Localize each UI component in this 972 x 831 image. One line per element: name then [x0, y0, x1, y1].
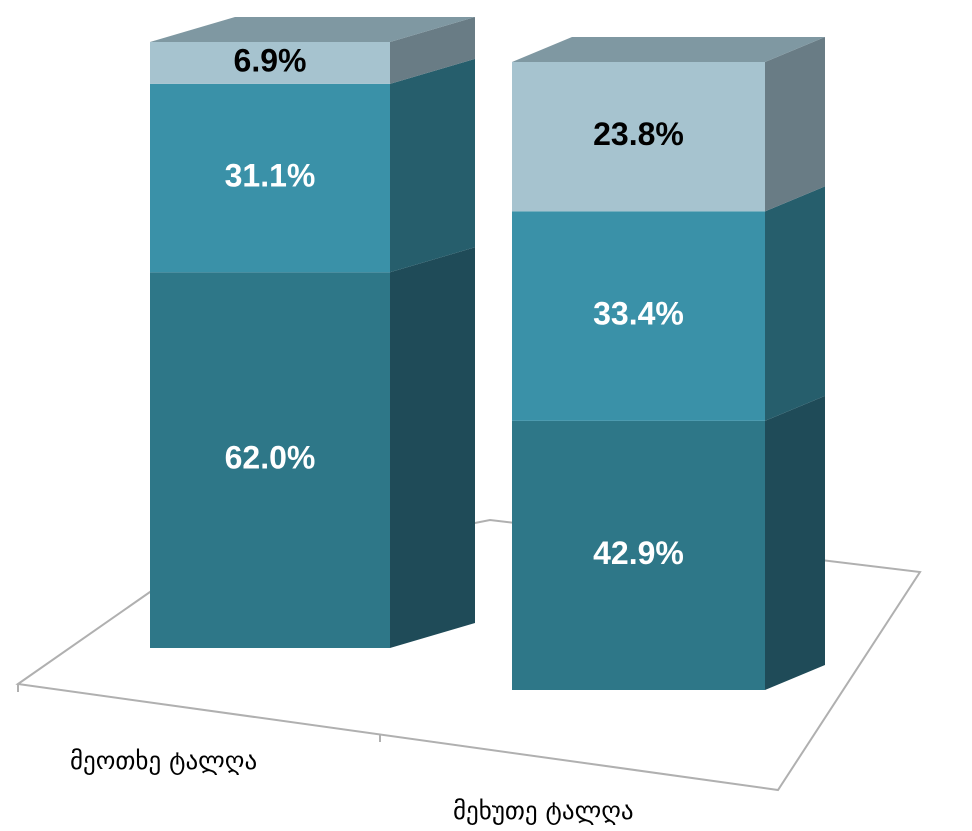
value-label: 42.9% [593, 535, 684, 571]
bar-top [150, 17, 475, 42]
category-label: მეხუთე ტალღა [453, 796, 634, 825]
value-label: 23.8% [593, 116, 684, 152]
bar-segment [512, 62, 765, 212]
bar-side [765, 37, 825, 212]
bar-segment [150, 83, 390, 273]
bar-top [512, 37, 825, 62]
value-label: 6.9% [234, 42, 307, 78]
bar-segment [512, 420, 765, 690]
bar-side [390, 17, 475, 84]
value-label: 62.0% [225, 440, 316, 476]
value-label: 33.4% [593, 296, 684, 332]
bar-side [765, 395, 825, 690]
value-label: 31.1% [225, 158, 316, 194]
bar-segment [512, 211, 765, 421]
bar-side [390, 247, 475, 648]
bar-side [390, 58, 475, 273]
bar-side [765, 186, 825, 421]
bar-segment [150, 272, 390, 648]
category-label: მეოთხე ტალღა [70, 746, 257, 775]
bar-segment [150, 42, 390, 84]
